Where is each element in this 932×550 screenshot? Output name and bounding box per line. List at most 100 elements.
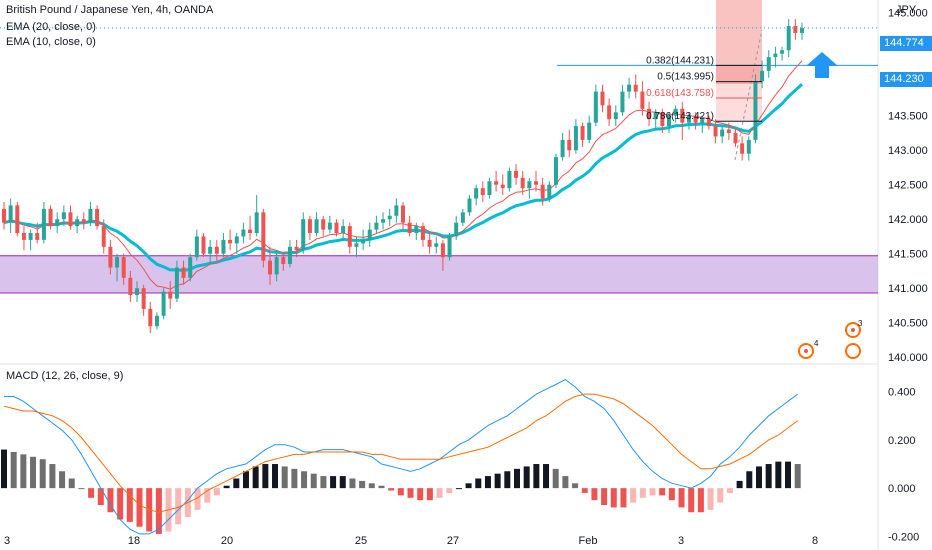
macd-hist-bar bbox=[20, 454, 27, 489]
macd-hist-bar bbox=[97, 488, 104, 506]
candle bbox=[35, 222, 40, 244]
candle-body bbox=[667, 115, 671, 127]
ema20-legend[interactable]: EMA (20, close, 0) bbox=[6, 21, 96, 33]
candle bbox=[15, 201, 20, 237]
event-badge-3-dot bbox=[851, 328, 855, 332]
fib-label-0.5: 0.5(143.995) bbox=[657, 72, 714, 83]
ema10-legend[interactable]: EMA (10, close, 0) bbox=[6, 36, 96, 48]
candle-body bbox=[274, 257, 279, 275]
candle-body bbox=[141, 288, 146, 309]
macd-hist-bar bbox=[126, 488, 133, 522]
candle bbox=[387, 208, 392, 227]
candle-body bbox=[314, 219, 319, 234]
candle bbox=[301, 212, 306, 254]
macd-hist-bar bbox=[775, 461, 782, 489]
candle-body bbox=[454, 222, 459, 237]
candle-body bbox=[553, 157, 558, 185]
candle bbox=[234, 233, 239, 254]
macd-hist-bar bbox=[736, 480, 743, 489]
candle bbox=[613, 105, 618, 127]
macd-hist-bar bbox=[378, 485, 385, 489]
macd-hist-bar bbox=[417, 488, 424, 501]
candle-body bbox=[647, 108, 652, 120]
price-tick-label: 140.000 bbox=[888, 352, 928, 364]
macd-hist-bar bbox=[310, 473, 317, 489]
macd-hist-bar bbox=[707, 488, 714, 510]
candle-body bbox=[467, 198, 472, 213]
candle bbox=[154, 312, 159, 330]
time-tick-label: 27 bbox=[447, 535, 459, 547]
candle bbox=[633, 74, 638, 99]
macd-hist-bar bbox=[30, 456, 37, 489]
macd-hist-bar bbox=[407, 488, 414, 498]
candle bbox=[527, 177, 532, 199]
macd-hist-bar bbox=[1, 449, 7, 489]
macd-hist-bar bbox=[194, 488, 201, 510]
candle bbox=[793, 19, 798, 40]
macd-hist-bar bbox=[397, 488, 404, 496]
candle-body bbox=[760, 70, 765, 82]
candle-body bbox=[460, 212, 465, 223]
candle bbox=[514, 164, 519, 185]
flag-badge-icon bbox=[845, 343, 861, 359]
macd-hist-bar bbox=[659, 488, 666, 496]
candle-body bbox=[494, 181, 499, 185]
event-badge-4-count: 4 bbox=[814, 339, 819, 348]
candle-body bbox=[394, 205, 399, 216]
candle-body bbox=[15, 205, 20, 234]
time-tick-label: 20 bbox=[221, 535, 233, 547]
candle bbox=[48, 205, 53, 230]
candle-body bbox=[633, 84, 638, 92]
candle bbox=[334, 219, 339, 237]
candle bbox=[347, 222, 352, 254]
candle bbox=[381, 212, 386, 230]
candle-body bbox=[248, 229, 253, 234]
candle-body bbox=[188, 257, 193, 278]
price-tick-label: 142.000 bbox=[888, 214, 928, 226]
candle bbox=[706, 115, 711, 130]
candle bbox=[740, 136, 745, 161]
candle bbox=[786, 19, 791, 58]
candle-body bbox=[653, 112, 658, 120]
macd-hist-bar bbox=[175, 488, 182, 525]
fib-label-0.786: 0.786(143.421) bbox=[646, 111, 714, 122]
candle bbox=[700, 115, 705, 133]
candle bbox=[580, 122, 585, 147]
macd-tick-label: -0.200 bbox=[888, 531, 919, 543]
candle bbox=[460, 208, 465, 227]
macd-hist-bar bbox=[620, 488, 627, 508]
macd-hist-bar bbox=[242, 471, 249, 489]
candle-body bbox=[75, 219, 80, 227]
candle-body bbox=[726, 129, 731, 133]
candle-body bbox=[361, 239, 366, 244]
candle bbox=[75, 215, 80, 234]
candle-body bbox=[181, 267, 186, 278]
macd-hist-bar bbox=[533, 464, 540, 489]
candle-body bbox=[520, 177, 525, 189]
candle bbox=[726, 122, 731, 140]
candle bbox=[686, 112, 691, 130]
macd-hist-bar bbox=[339, 476, 346, 489]
macd-legend[interactable]: MACD (12, 26, close, 9) bbox=[6, 370, 124, 382]
candle-body bbox=[620, 91, 625, 113]
candle-body bbox=[28, 233, 33, 240]
candle-body bbox=[593, 91, 598, 123]
candle bbox=[434, 236, 439, 254]
candle bbox=[241, 222, 246, 244]
macd-tick-label: 0.200 bbox=[888, 435, 916, 447]
candle bbox=[427, 233, 432, 254]
candle-body bbox=[234, 236, 239, 244]
candle-body bbox=[440, 243, 445, 258]
candle-body bbox=[587, 122, 592, 140]
candle-body bbox=[740, 143, 745, 154]
candle bbox=[780, 46, 785, 61]
macd-hist-bar bbox=[591, 488, 598, 501]
price-tick-label: 141.000 bbox=[888, 283, 928, 295]
price-tick-label: 145.000 bbox=[888, 7, 928, 19]
candle-body bbox=[713, 126, 718, 137]
candle-body bbox=[194, 236, 199, 258]
candle-body bbox=[101, 226, 106, 247]
macd-hist-bar bbox=[630, 488, 637, 503]
candle-body bbox=[174, 267, 179, 299]
